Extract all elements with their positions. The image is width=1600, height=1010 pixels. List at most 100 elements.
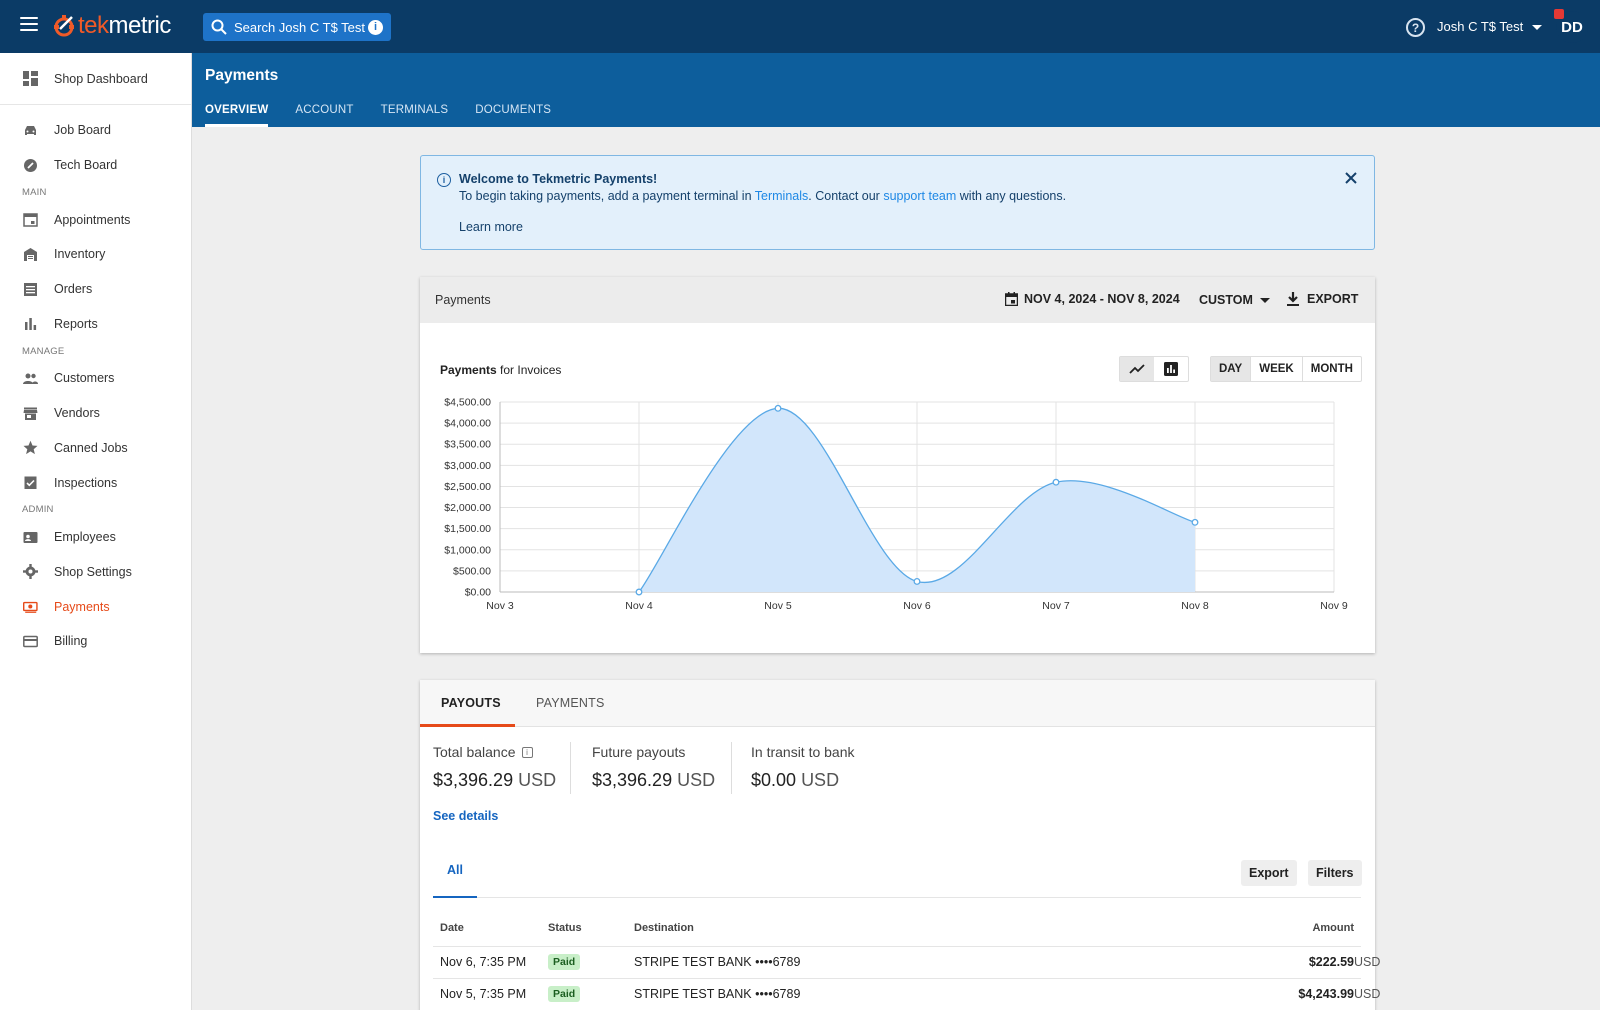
- export-payouts-button[interactable]: Export: [1241, 860, 1297, 886]
- currency-label: USD: [518, 770, 557, 790]
- column-amount[interactable]: Amount: [1312, 922, 1354, 934]
- export-button[interactable]: EXPORT: [1286, 291, 1358, 307]
- date-range-picker[interactable]: NOV 4, 2024 - NOV 8, 2024: [1005, 292, 1180, 306]
- data-point: [913, 577, 921, 585]
- column-destination[interactable]: Destination: [634, 922, 694, 934]
- notification-badge: [1554, 9, 1564, 19]
- data-point: [1191, 518, 1199, 526]
- payouts-card: PAYOUTS PAYMENTS Total balance i $3,396.2…: [420, 680, 1381, 1010]
- period-month[interactable]: MONTH: [1310, 363, 1353, 375]
- x-tick-label: Nov 7: [1042, 600, 1070, 612]
- wrench-icon: [23, 158, 38, 173]
- total-balance-value: $3,396.29: [433, 770, 514, 790]
- sidebar-item-inspections[interactable]: Inspections: [0, 465, 191, 500]
- terminals-link[interactable]: Terminals: [754, 189, 809, 203]
- bar-chart-button[interactable]: [1154, 357, 1188, 381]
- search-input[interactable]: Search Josh C T$ Test i: [203, 13, 391, 41]
- trend-line-icon: [1129, 364, 1145, 374]
- support-team-link[interactable]: support team: [883, 189, 957, 203]
- help-icon[interactable]: ?: [1406, 18, 1425, 37]
- y-tick-label: $0.00: [465, 587, 491, 599]
- row-date: Nov 6, 7:35 PM: [440, 955, 527, 969]
- y-tick-label: $4,500.00: [444, 397, 491, 409]
- table-row[interactable]: Nov 6, 7:35 PM Paid STRIPE TEST BANK •••…: [433, 946, 1381, 978]
- top-bar: tekmetric Search Josh C T$ Test i ? Josh…: [0, 0, 1600, 53]
- period-week[interactable]: WEEK: [1251, 357, 1303, 381]
- learn-more-link[interactable]: Learn more: [459, 220, 523, 234]
- banner-title: Welcome to Tekmetric Payments!: [459, 172, 658, 186]
- sidebar-item-customers[interactable]: Customers: [0, 361, 191, 396]
- sidebar: Shop Dashboard Job Board Tech Board MAIN A…: [0, 53, 192, 1010]
- x-tick-label: Nov 6: [903, 600, 931, 612]
- date-range-label: NOV 4, 2024 - NOV 8, 2024: [1024, 292, 1180, 306]
- sidebar-item-tech-board[interactable]: Tech Board: [0, 148, 191, 183]
- sidebar-item-appointments[interactable]: Appointments: [0, 202, 191, 237]
- row-amount: $4,243.99 USD: [1298, 987, 1381, 1001]
- download-icon: [1287, 292, 1299, 306]
- table-row[interactable]: Nov 5, 7:35 PM Paid STRIPE TEST BANK •••…: [433, 978, 1381, 1010]
- sidebar-section-heading: MAIN: [22, 186, 47, 198]
- subtab-all[interactable]: All: [447, 863, 463, 877]
- y-tick-label: $500.00: [453, 565, 491, 577]
- info-icon[interactable]: i: [368, 19, 383, 35]
- sidebar-item-canned-jobs[interactable]: Canned Jobs: [0, 431, 191, 466]
- sidebar-item-vendors[interactable]: Vendors: [0, 396, 191, 431]
- currency-label: USD: [801, 770, 840, 790]
- close-icon[interactable]: [1343, 170, 1359, 186]
- status-badge: Paid: [548, 954, 581, 970]
- tab-terminals[interactable]: TERMINALS: [380, 104, 449, 116]
- dashboard-icon: [23, 71, 38, 86]
- sidebar-item-job-board[interactable]: Job Board: [0, 113, 191, 148]
- line-chart-button[interactable]: [1120, 357, 1154, 381]
- row-amount: $222.59 USD: [1308, 955, 1381, 969]
- car-icon: [23, 123, 38, 138]
- total-balance-label: Total balance: [433, 744, 516, 760]
- sidebar-item-orders[interactable]: Orders: [0, 272, 191, 307]
- sidebar-section-heading: MANAGE: [22, 345, 65, 357]
- calendar-icon: [23, 212, 38, 227]
- sidebar-item-shop-settings[interactable]: Shop Settings: [0, 555, 191, 590]
- status-badge: Paid: [548, 986, 581, 1002]
- sidebar-item-employees[interactable]: Employees: [0, 520, 191, 555]
- data-point: [774, 404, 782, 412]
- tab-documents[interactable]: DOCUMENTS: [475, 104, 552, 116]
- tab-account[interactable]: ACCOUNT: [295, 104, 354, 116]
- series-line: [638, 407, 1196, 593]
- sidebar-item-label: Billing: [54, 634, 88, 649]
- see-details-link[interactable]: See details: [433, 809, 499, 823]
- period-day[interactable]: DAY: [1211, 357, 1252, 381]
- x-tick-label: Nov 5: [764, 600, 792, 612]
- page-tabs: OVERVIEW ACCOUNT TERMINALS DOCUMENTS: [205, 99, 578, 127]
- sidebar-item-inventory[interactable]: Inventory: [0, 237, 191, 272]
- sidebar-item-reports[interactable]: Reports: [0, 306, 191, 341]
- sidebar-item-shop-dashboard[interactable]: Shop Dashboard: [0, 53, 191, 105]
- info-icon[interactable]: i: [521, 746, 533, 758]
- search-placeholder: Search Josh C T$ Test: [234, 19, 366, 35]
- shop-selector[interactable]: Josh C T$ Test: [1437, 19, 1524, 34]
- divider: [731, 742, 732, 794]
- sidebar-item-billing[interactable]: Billing: [0, 624, 191, 659]
- series-area: [639, 408, 1195, 592]
- credit-card-icon: [23, 634, 38, 649]
- page-title: Payments: [205, 67, 279, 84]
- menu-icon[interactable]: [20, 17, 38, 31]
- sidebar-item-payments[interactable]: Payments: [0, 589, 191, 624]
- custom-range-dropdown[interactable]: CUSTOM: [1199, 293, 1270, 307]
- tekmetric-logo[interactable]: tekmetric: [52, 12, 171, 40]
- future-payouts-stat: Future payouts $3,396.29 USD: [592, 744, 715, 791]
- tab-payouts[interactable]: PAYOUTS: [441, 696, 501, 710]
- custom-label: CUSTOM: [1199, 293, 1253, 307]
- tab-payments[interactable]: PAYMENTS: [536, 696, 605, 710]
- chevron-down-icon[interactable]: [1532, 25, 1542, 30]
- sidebar-item-label: Employees: [54, 530, 116, 545]
- y-tick-label: $4,000.00: [444, 418, 491, 430]
- y-tick-label: $2,500.00: [444, 481, 491, 493]
- tab-overview[interactable]: OVERVIEW: [205, 99, 269, 127]
- column-date[interactable]: Date: [440, 922, 464, 934]
- filters-button[interactable]: Filters: [1308, 860, 1362, 886]
- payouts-tabs: PAYOUTS PAYMENTS: [420, 680, 1375, 727]
- avatar[interactable]: DD: [1556, 11, 1588, 43]
- x-tick-label: Nov 9: [1320, 600, 1348, 612]
- column-status[interactable]: Status: [548, 922, 582, 934]
- row-destination: STRIPE TEST BANK ••••6789: [634, 955, 801, 969]
